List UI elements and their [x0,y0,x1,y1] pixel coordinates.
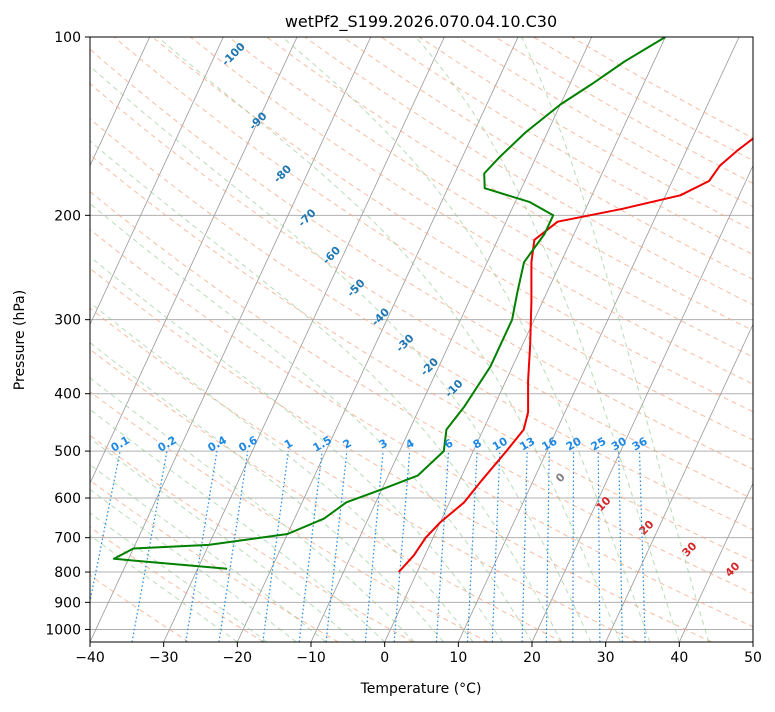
x-tick-label: 50 [744,650,762,666]
y-axis-label: Pressure (hPa) [12,290,28,390]
y-tick-label: 1000 [45,622,81,638]
y-tick-label: 800 [54,565,81,581]
y-tick-label: 200 [54,208,81,224]
y-tick-label: 900 [54,595,81,611]
x-tick-label: 20 [523,650,541,666]
y-tick-label: 700 [54,531,81,547]
chart-title: wetPf2_S199.2026.070.04.10.C30 [285,12,557,32]
x-tick-label: −10 [296,650,326,666]
y-tick-label: 100 [54,30,81,46]
y-tick-label: 300 [54,313,81,329]
y-tick-label: 500 [54,444,81,460]
x-tick-label: −40 [75,650,105,666]
x-tick-label: 0 [380,650,389,666]
x-tick-label: 40 [670,650,688,666]
x-tick-label: −30 [149,650,179,666]
x-tick-label: −20 [223,650,253,666]
y-tick-label: 600 [54,491,81,507]
x-tick-label: 30 [597,650,615,666]
x-tick-label: 10 [449,650,467,666]
y-tick-label: 400 [54,387,81,403]
x-axis-label: Temperature (°C) [360,681,482,697]
